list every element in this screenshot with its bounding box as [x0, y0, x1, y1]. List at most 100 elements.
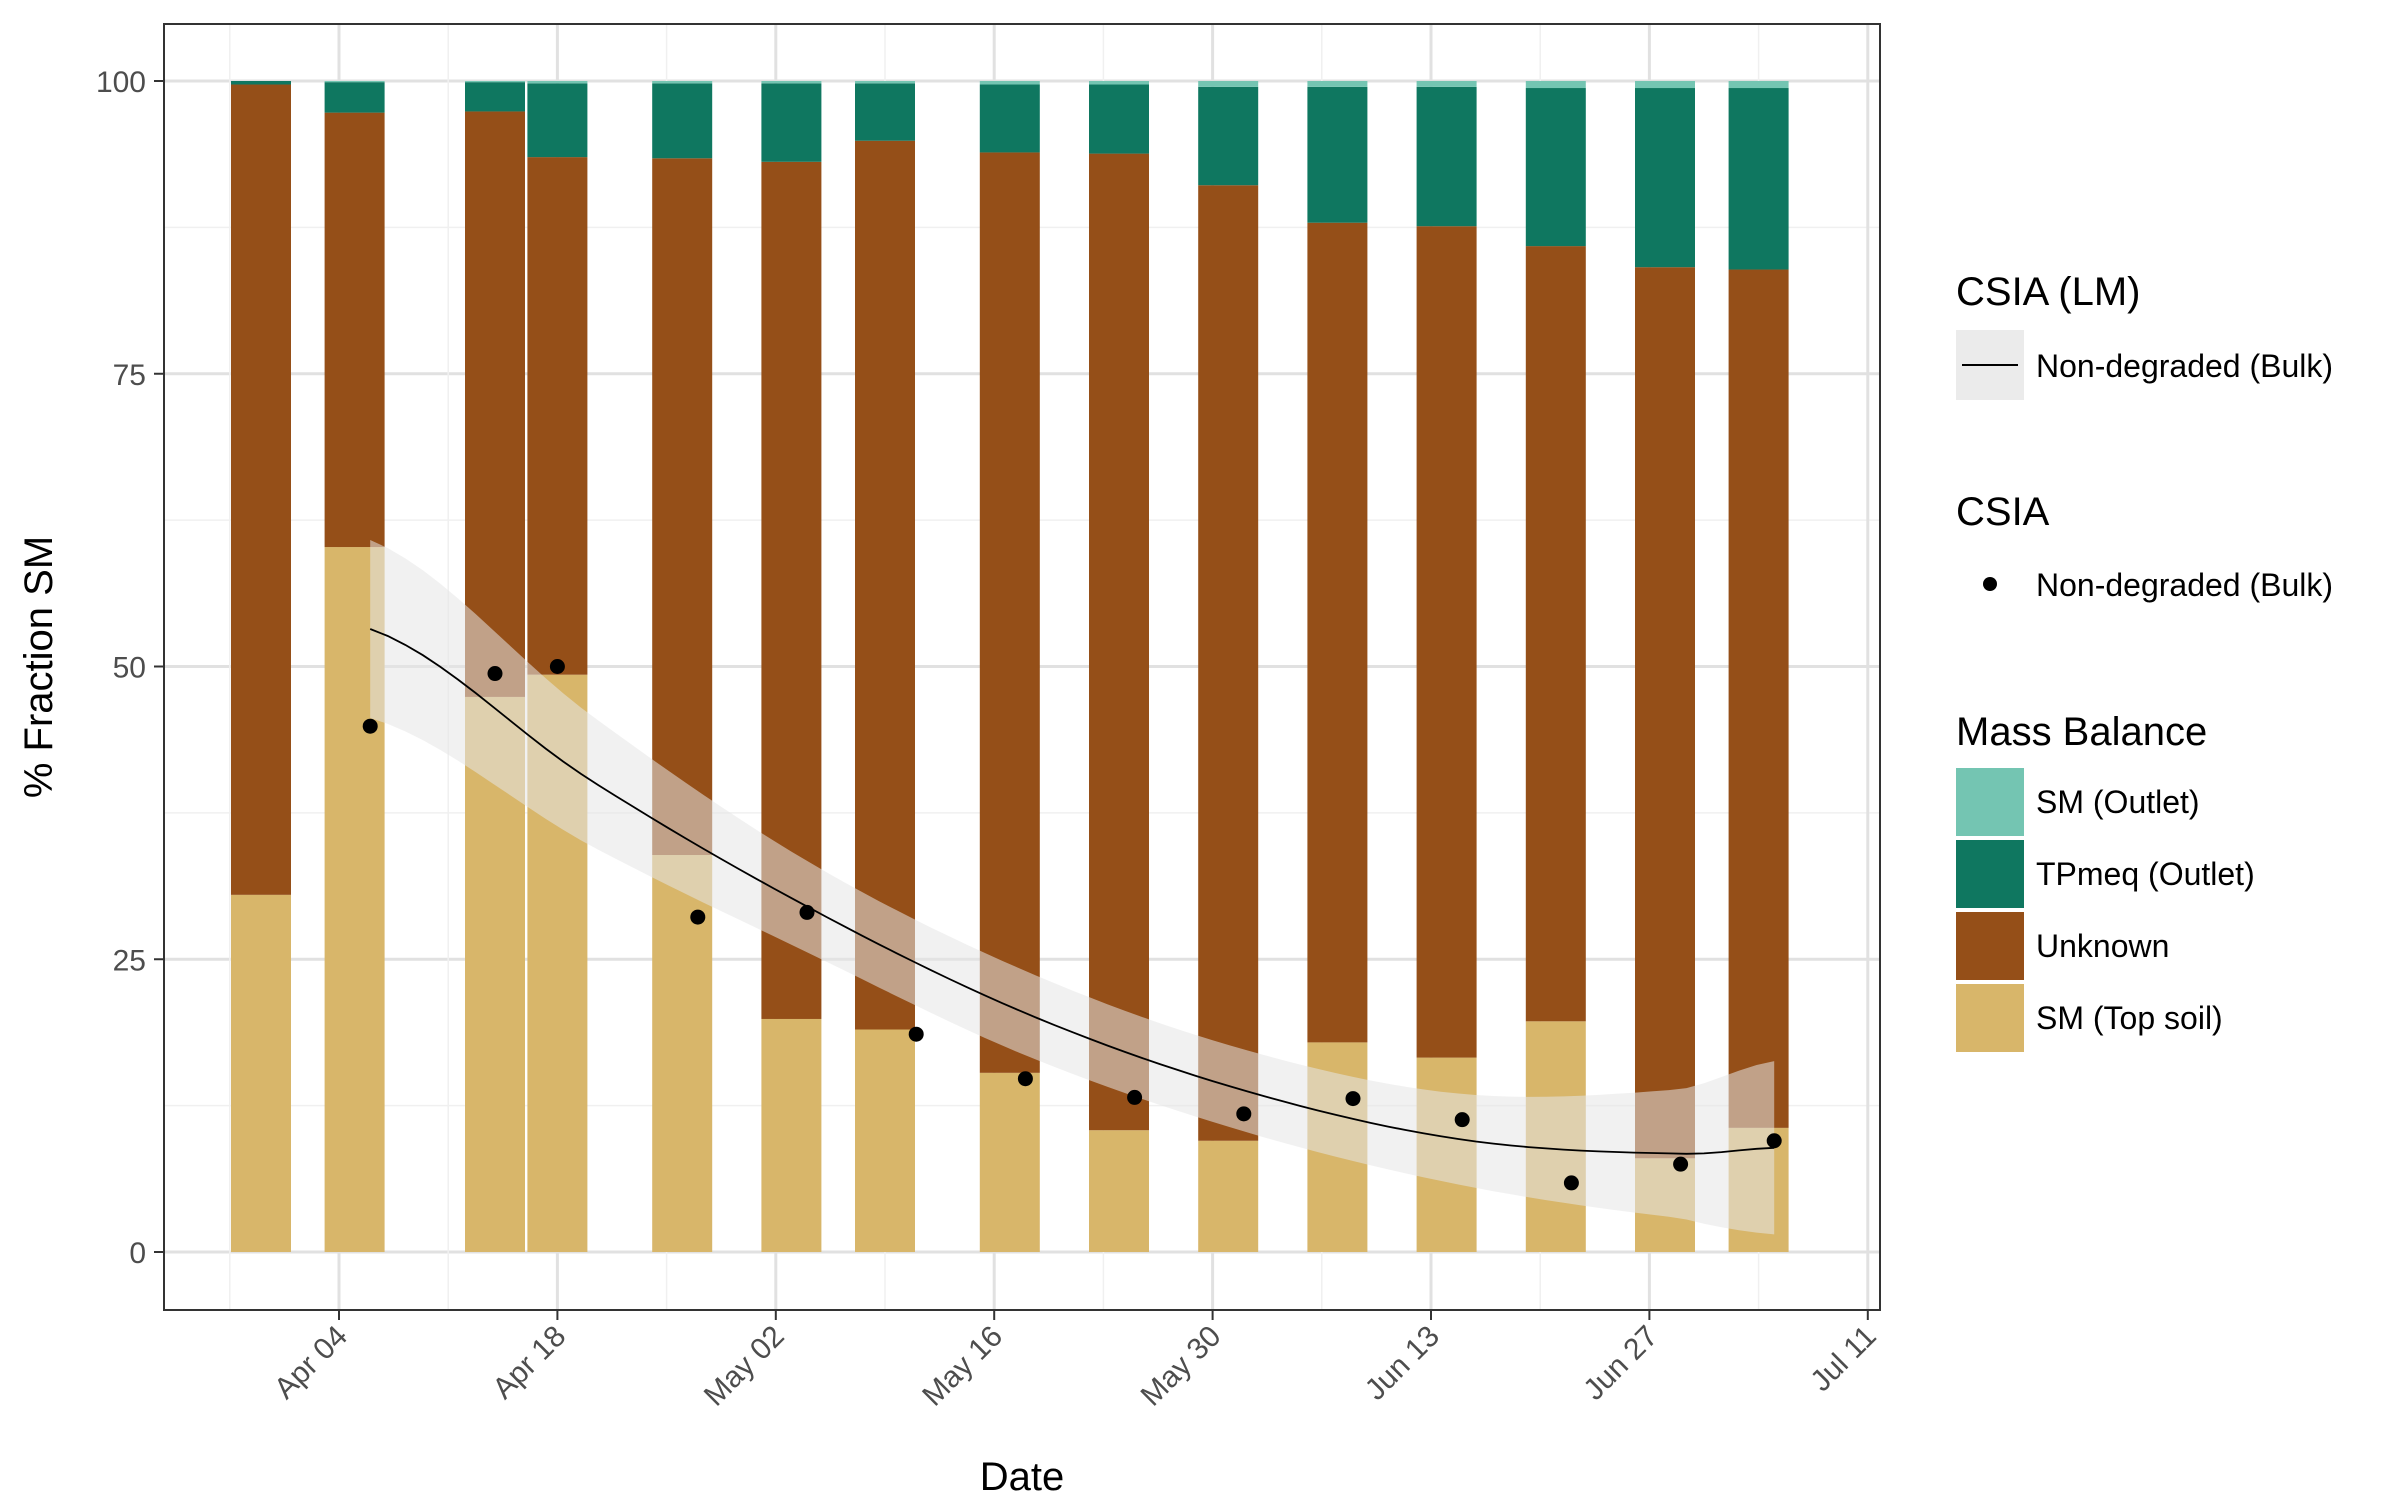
bar-segment [652, 158, 713, 856]
lm-fit-line [369, 628, 1775, 1155]
y-tick-label: 100 [96, 66, 146, 99]
bar-segment [1635, 88, 1695, 268]
legend-key-swatch [1956, 768, 2024, 836]
x-tick-label: May 02 [698, 1320, 791, 1413]
bar-segment [1089, 84, 1149, 154]
y-tick-label: 25 [113, 944, 146, 977]
y-tick-label: 0 [129, 1237, 146, 1270]
csia-point [908, 1026, 924, 1042]
bar-segment [1089, 153, 1149, 1131]
y-tick-label: 50 [113, 652, 146, 685]
x-tick-label: May 16 [916, 1320, 1009, 1413]
bar-segment [527, 157, 588, 675]
legend-mass-balance-items: SM (Outlet) TPmeq (Outlet) Unknown SM (Top … [1956, 768, 2255, 1052]
csia-point [1236, 1106, 1252, 1122]
bar-segment [1525, 246, 1586, 1022]
bar-segment [761, 1018, 822, 1252]
bar-segment [761, 83, 822, 162]
bar-segment [1089, 1130, 1149, 1252]
bar-segment [855, 140, 915, 1030]
bar-segment [652, 81, 713, 84]
bar-segment [1728, 269, 1789, 1128]
bar-segment [527, 81, 588, 84]
bar-segment [855, 83, 915, 141]
legend-key-label: SM (Top soil) [2036, 1000, 2223, 1036]
legend-title-lm: CSIA (LM) [1956, 270, 2140, 314]
legend-key-swatch [1956, 984, 2024, 1052]
legend-key-swatch [1956, 912, 2024, 980]
bar-segment [1307, 86, 1368, 223]
fit-line [369, 628, 1775, 1155]
bar-segment [1416, 81, 1477, 87]
csia-point [1127, 1089, 1143, 1105]
csia-point [690, 909, 706, 925]
bar-segment [1089, 81, 1149, 85]
csia-point [1345, 1091, 1361, 1107]
csia-point [1766, 1133, 1782, 1149]
x-axis: Apr 04 Apr 18 May 02 May 16 May 30 Jun 13 Jun … [268, 1310, 1883, 1413]
bar-segment [231, 894, 291, 1252]
legend-title-mass-balance: Mass Balance [1956, 710, 2207, 754]
csia-point [487, 666, 503, 682]
csia-point [1673, 1156, 1689, 1172]
bar-segment [527, 83, 588, 158]
bar-segment [1525, 88, 1586, 247]
bar-segment [1728, 88, 1789, 270]
legend-key-label: Unknown [2036, 928, 2169, 964]
y-axis-title: % Fraction SM [17, 536, 61, 798]
bar-segment [324, 112, 385, 548]
csia-point [1563, 1175, 1579, 1191]
bar-segment [465, 111, 525, 697]
bar-segment [1635, 81, 1695, 89]
csia-point [1017, 1071, 1033, 1087]
x-axis-title: Date [980, 1455, 1065, 1499]
csia-point [362, 718, 378, 734]
lm-confidence-band [370, 540, 1775, 1235]
bar-segment [231, 84, 291, 895]
bar-segment [1416, 226, 1477, 1058]
x-tick-label: Apr 04 [268, 1320, 354, 1406]
bar-segment [652, 83, 713, 159]
csia-point [1454, 1112, 1470, 1128]
bar-segment [1198, 86, 1259, 186]
bar-segment [979, 81, 1040, 85]
bar-segment [324, 82, 385, 113]
bar-segment [1198, 81, 1259, 87]
y-axis: 0 25 50 75 100 [96, 66, 164, 1270]
legend: CSIA (LM) Non-degraded (Bulk) CSIA Non-d… [1956, 270, 2333, 1052]
csia-point [799, 904, 815, 920]
bar-segment [1416, 86, 1477, 227]
bar-segment [979, 1072, 1040, 1252]
bar-segment [465, 82, 525, 112]
bar-segment [761, 81, 822, 84]
x-tick-label: Apr 18 [487, 1320, 573, 1406]
y-tick-label: 75 [113, 359, 146, 392]
bar-segment [855, 81, 915, 84]
bar-segment [231, 81, 291, 85]
x-tick-label: Jun 13 [1359, 1320, 1446, 1407]
bar-segment [855, 1029, 915, 1252]
bar-segment [979, 152, 1040, 1073]
bar-segment [324, 81, 385, 83]
csia-points [362, 659, 1782, 1191]
bar-segment [979, 84, 1040, 153]
legend-key-label: SM (Outlet) [2036, 784, 2200, 820]
bar-segment [1198, 185, 1259, 1141]
x-tick-label: Jun 27 [1577, 1320, 1664, 1407]
bar-segment [1307, 81, 1368, 87]
legend-label-csia: Non-degraded (Bulk) [2036, 567, 2333, 603]
legend-point-icon [1983, 577, 1997, 591]
x-tick-label: Jul 11 [1804, 1320, 1882, 1398]
legend-label-lm: Non-degraded (Bulk) [2036, 348, 2333, 384]
bar-segment [1307, 222, 1368, 1043]
legend-title-csia: CSIA [1956, 490, 2050, 534]
legend-key-label: TPmeq (Outlet) [2036, 856, 2255, 892]
stacked-bars [231, 81, 1789, 1252]
bar-segment [465, 81, 525, 83]
bar-segment [1635, 267, 1695, 1159]
x-tick-label: May 30 [1135, 1320, 1228, 1413]
csia-point [549, 659, 565, 674]
bar-segment [1525, 81, 1586, 89]
legend-key-swatch [1956, 840, 2024, 908]
